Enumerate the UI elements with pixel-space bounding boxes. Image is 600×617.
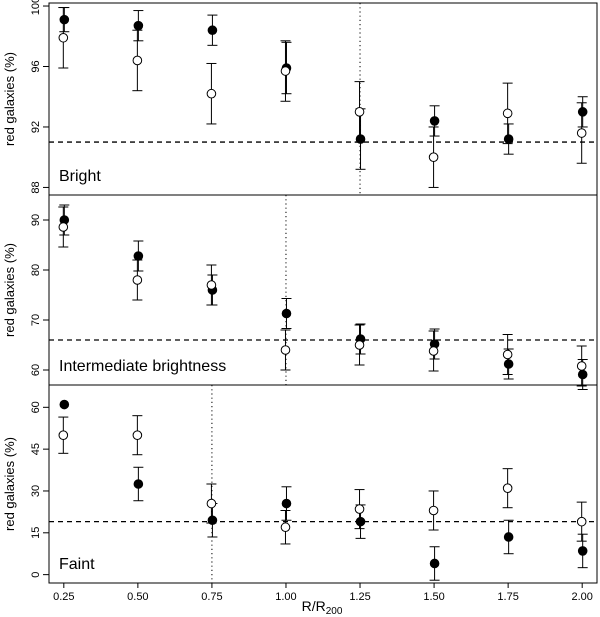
data-point-open [428,505,439,516]
y-tick-label: 80 [30,264,42,276]
data-point-filled [577,546,588,556]
y-tick-label: 0 [30,572,42,578]
x-axis-label-subscript: 200 [326,606,343,617]
data-point-filled [133,251,144,261]
y-tick-label: 60 [30,364,42,376]
x-tick-label: 0.25 [53,591,74,603]
panel-frame [48,384,598,584]
x-tick-label: 0.75 [201,591,222,603]
data-point-filled [281,498,292,509]
data-point-filled [577,107,588,117]
data-point-open [58,222,69,232]
y-tick-label: 60 [30,401,42,413]
panel-frame [48,194,598,386]
panel-2: 60 70 80 90 red galaxies (%) Intermediate bri… [2,194,598,390]
data-point-filled [59,14,70,25]
x-tick-label: 1.25 [349,591,370,603]
data-point-filled [577,369,588,380]
y-axis-label: red galaxies (%) [2,243,17,337]
data-point-filled [281,308,292,319]
data-point-filled [133,20,144,31]
data-point-open [502,108,513,119]
data-point-filled [59,399,70,410]
data-point-open [58,430,69,440]
panel-3: 0 15 30 45 60 red galaxies (%) Faint 0.25 0.50 0.… [2,384,598,603]
panel-1: 88 92 96 100 red galaxies (%) Bright [2,0,598,196]
data-point-open [206,280,217,290]
data-point-filled [503,532,514,542]
data-point-filled [207,515,218,526]
panel-label: Faint [59,556,95,573]
data-point-open [206,88,217,99]
data-point-open [132,55,143,66]
y-axis-label: red galaxies (%) [2,52,17,146]
y-tick-label: 92 [30,121,42,133]
x-tick-label: 1.00 [275,591,296,603]
data-point-open [354,340,365,350]
data-point-open [132,275,143,285]
y-tick-label: 45 [30,443,42,455]
data-point-open [354,107,365,117]
data-point-open [354,504,365,514]
data-point-filled [503,134,514,144]
x-tick-label: 2.00 [571,591,592,603]
y-tick-label: 30 [30,485,42,497]
data-point-open [132,430,143,440]
y-tick-label: 90 [30,214,42,226]
data-point-filled [355,134,366,144]
data-point-filled [429,116,440,126]
panel-frame [48,2,598,196]
y-tick-label: 100 [30,0,42,15]
panel-label: Intermediate brightness [59,358,226,375]
panel-label: Bright [59,168,101,185]
data-point-filled [207,25,218,36]
data-point-filled [429,558,440,569]
y-tick-label: 70 [30,314,42,326]
x-tick-label: 1.50 [423,591,444,603]
data-point-open [576,128,587,138]
data-point-filled [133,479,144,489]
y-tick-label: 88 [30,181,42,193]
data-point-open [502,483,513,493]
data-point-filled [355,516,366,527]
data-point-open [576,361,587,371]
data-point-open [58,32,69,43]
y-tick-label: 15 [30,527,42,539]
data-point-open [206,498,217,509]
x-tick-label: 1.75 [497,591,518,603]
panels: 88 92 96 100 red galaxies (%) Bright 60 70 80 90 r… [2,0,598,603]
data-point-open [502,349,513,360]
data-point-open [280,522,291,533]
y-tick-label: 96 [30,60,42,72]
data-point-open [280,66,291,76]
y-axis-label: red galaxies (%) [2,437,17,531]
x-tick-label: 0.50 [127,591,148,603]
x-axis-label: R/R200 [302,598,343,617]
data-point-open [428,152,439,163]
data-point-open [428,346,439,356]
data-point-open [576,516,587,527]
data-point-filled [503,359,514,369]
data-point-open [280,345,291,355]
x-axis-label-main: R/R [302,598,326,614]
